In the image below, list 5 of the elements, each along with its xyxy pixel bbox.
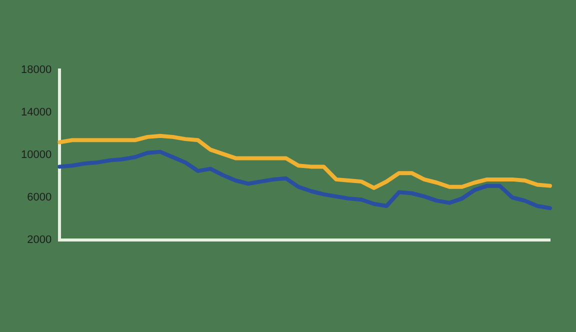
- y-tick-label: 14000: [20, 106, 52, 119]
- y-tick-label: 18000: [20, 64, 52, 76]
- y-tick-label: 10000: [20, 149, 52, 162]
- y-tick-label: 6000: [27, 192, 52, 204]
- y-tick-label: 2000: [27, 234, 52, 246]
